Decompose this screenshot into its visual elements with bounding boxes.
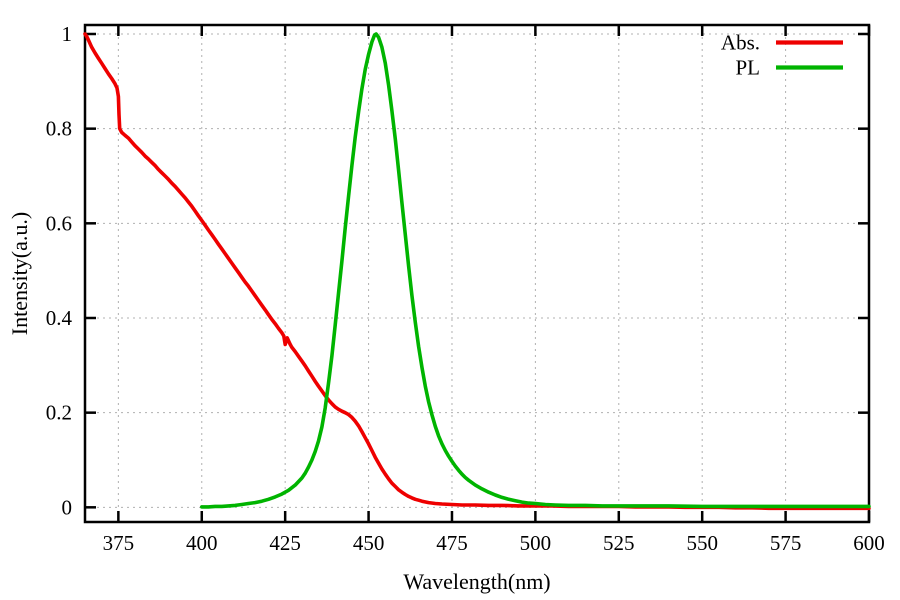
x-tick-label: 475 — [436, 531, 468, 555]
x-tick-label: 400 — [186, 531, 218, 555]
legend-label: PL — [735, 56, 760, 80]
y-tick-label: 0.2 — [46, 401, 72, 425]
x-tick-label: 550 — [686, 531, 718, 555]
x-tick-label: 425 — [269, 531, 301, 555]
y-tick-label: 0.8 — [46, 117, 72, 141]
x-tick-label: 525 — [603, 531, 635, 555]
y-tick-label: 0.4 — [46, 306, 73, 330]
y-axis-label: Intensity(a.u.) — [7, 212, 32, 335]
x-tick-label: 575 — [770, 531, 802, 555]
y-tick-label: 1 — [62, 22, 73, 46]
series-abs-line — [83, 32, 871, 511]
series-pl-line — [200, 32, 871, 509]
x-tick-label: 450 — [353, 531, 385, 555]
y-tick-label: 0.6 — [46, 211, 72, 235]
x-axis-label: Wavelength(nm) — [403, 569, 550, 594]
legend-label: Abs. — [721, 31, 760, 55]
x-tick-label: 500 — [520, 531, 552, 555]
y-tick-label: 0 — [62, 495, 73, 519]
plot-border — [83, 23, 871, 524]
x-tick-label: 375 — [103, 531, 135, 555]
x-tick-label: 600 — [853, 531, 885, 555]
